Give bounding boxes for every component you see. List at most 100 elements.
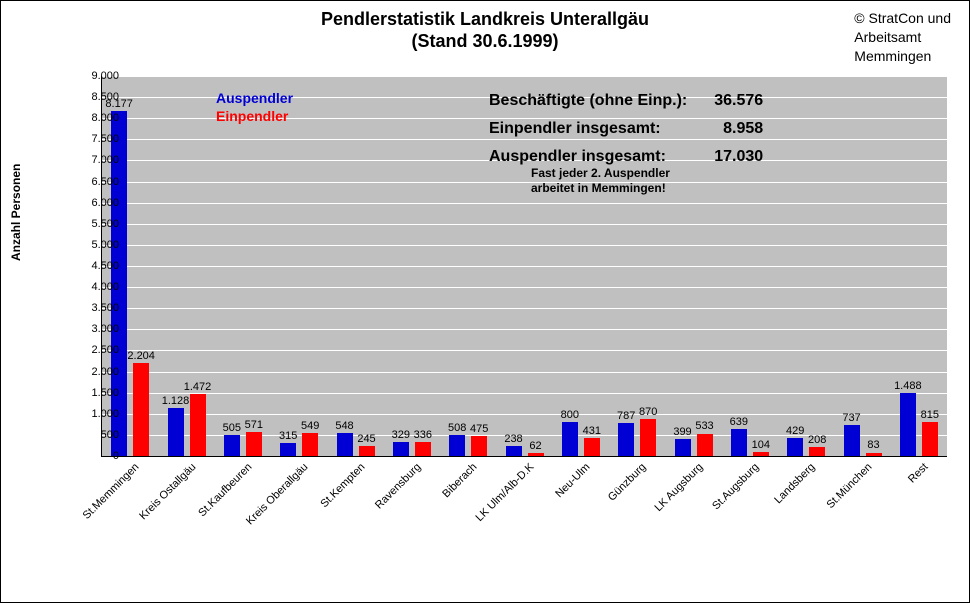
bar-value-label: 533 [695,420,713,432]
gridline [102,308,947,309]
x-tick-label: Kreis Ostallgäu [137,461,198,522]
y-tick-label: 5.000 [71,239,119,251]
bar-value-label: 208 [808,434,826,446]
bar-value-label: 815 [921,409,939,421]
y-tick-label: 0 [71,450,119,462]
y-tick-label: 3.000 [71,323,119,335]
bar-value-label: 737 [842,412,860,424]
x-tick-label: St.Kaufbeuren [196,461,254,519]
bar-value-label: 639 [730,416,748,428]
bar-value-label: 429 [786,425,804,437]
y-tick-label: 7.500 [71,133,119,145]
bar-auspendler [787,438,803,456]
gridline [102,372,947,373]
bar-value-label: 1.488 [894,380,922,392]
y-tick-label: 6.000 [71,197,119,209]
y-tick-label: 8.000 [71,112,119,124]
x-tick-label: St.Kempten [318,461,367,510]
x-tick-label: LK Augsburg [652,461,705,514]
x-tick-label: St.Memmingen [81,461,142,522]
bar-value-label: 787 [617,410,635,422]
note-line-2: arbeitet in Memmingen! [531,181,666,195]
bar-auspendler [224,435,240,456]
gridline [102,350,947,351]
bar-einpendler [415,442,431,456]
info-row1-label: Beschäftigte (ohne Einp.): [488,88,688,114]
bar-einpendler [190,394,206,456]
y-tick-label: 3.500 [71,302,119,314]
bar-auspendler [393,442,409,456]
info-row1-val: 36.576 [690,88,764,114]
x-tick-label: St.Augsburg [710,461,761,512]
gridline [102,266,947,267]
bar-auspendler [280,443,296,456]
bar-einpendler [528,453,544,456]
bar-einpendler [133,363,149,456]
bar-einpendler [697,434,713,457]
gridline [102,414,947,415]
copyright-line-2: Arbeitsamt [854,29,921,45]
bar-einpendler [866,453,882,457]
bar-value-label: 315 [279,430,297,442]
y-tick-label: 4.500 [71,260,119,272]
x-tick-label: Günzburg [606,461,649,504]
gridline [102,287,947,288]
bar-value-label: 1.472 [184,381,212,393]
bar-auspendler [562,422,578,456]
gridline [102,182,947,183]
bar-value-label: 1.128 [162,395,190,407]
y-tick-label: 500 [71,429,119,441]
info-row3-val: 17.030 [690,144,764,170]
y-tick-label: 9.000 [71,70,119,82]
y-axis-label: Anzahl Personen [9,164,23,261]
legend-einpendler: Einpendler [216,108,288,124]
bar-value-label: 800 [561,409,579,421]
gridline [102,203,947,204]
x-tick-label: LK Ulm/Alb-D.K [473,461,536,524]
info-row2-val: 8.958 [690,116,764,142]
info-row2-label: Einpendler insgesamt: [488,116,688,142]
y-tick-label: 7.000 [71,154,119,166]
gridline [102,224,947,225]
y-tick-label: 8.500 [71,91,119,103]
y-tick-label: 4.000 [71,281,119,293]
bar-value-label: 336 [414,429,432,441]
y-tick-label: 1.500 [71,387,119,399]
bar-value-label: 505 [223,422,241,434]
bar-auspendler [675,439,691,456]
title-line-1: Pendlerstatistik Landkreis Unterallgäu [321,9,649,29]
bar-value-label: 62 [529,440,541,452]
bar-value-label: 571 [245,419,263,431]
bar-value-label: 238 [504,433,522,445]
x-tick-label: Kreis Oberallgäu [244,461,310,527]
bar-auspendler [900,393,916,456]
bar-auspendler [844,425,860,456]
bar-einpendler [471,436,487,456]
bar-auspendler [168,408,184,456]
y-tick-label: 5.500 [71,218,119,230]
bar-einpendler [246,432,262,456]
y-tick-label: 2.500 [71,344,119,356]
bar-value-label: 475 [470,423,488,435]
x-tick-label: Landsberg [772,461,817,506]
copyright-line-3: Memmingen [854,48,931,64]
gridline [102,245,947,246]
x-tick-label: St.München [824,461,874,511]
bar-auspendler [618,423,634,456]
title-line-2: (Stand 30.6.1999) [411,31,558,51]
bar-value-label: 245 [357,433,375,445]
bar-value-label: 83 [867,439,879,451]
x-tick-label: Biberach [440,461,479,500]
bar-einpendler [584,438,600,456]
bar-value-label: 508 [448,422,466,434]
gridline [102,329,947,330]
bar-auspendler [337,433,353,456]
bar-value-label: 104 [752,439,770,451]
bar-einpendler [753,452,769,456]
bar-value-label: 2.204 [127,350,155,362]
bar-value-label: 870 [639,406,657,418]
y-tick-label: 6.500 [71,176,119,188]
bar-value-label: 329 [392,429,410,441]
bar-auspendler [506,446,522,456]
note-line-1: Fast jeder 2. Auspendler [531,166,670,180]
